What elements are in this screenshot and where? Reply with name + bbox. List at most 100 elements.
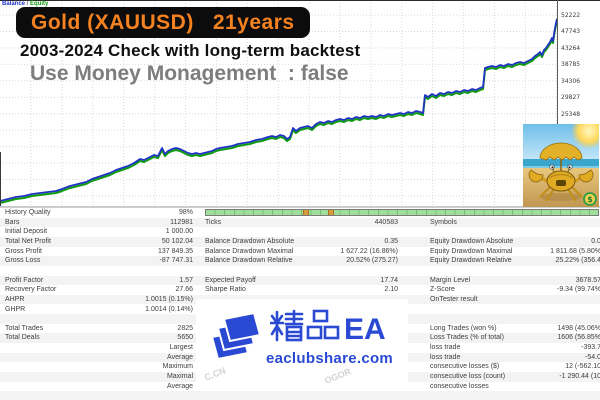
stat-label: Total Trades [5,324,44,332]
table-row: Profit Factor 1.57 Expected Payoff 17.74 Mar… [0,275,600,286]
stat-value: 1.0015 (0.15%) [145,295,193,303]
stat-label: Equity Drawdown Maximal [430,247,513,255]
golden-crab [528,142,594,202]
stat-value: 137 849.35 [157,247,193,255]
y-axis-label: 34306 [561,78,581,85]
table-row: Total Net Profit 50 102.04 Balance Drawdow… [0,236,600,247]
stat-value: -54.0 [585,353,600,361]
stat-value: 25.22% (356.4 [555,257,600,265]
stat-value: 12 (-562.10 [565,363,600,371]
watermark-brand-latin: EA [344,313,386,346]
stat-value: 440583 [374,218,398,226]
stat-label: Loss Trades (% of total) [430,334,504,342]
stat-value: 2.10 [384,286,398,294]
table-row: Initial Deposit 1 000.00 [0,227,600,237]
y-axis-label: 43264 [561,45,581,52]
quality-warning-segment [303,210,309,215]
stat-value: Maximum [162,363,193,371]
stat-value: 50 102.04 [161,237,193,245]
stat-label: Margin Level [430,276,471,284]
table-row [0,266,600,276]
stat-label: Gross Loss [5,257,41,265]
stat-label: Equity Drawdown Absolute [430,237,514,245]
stat-label: Ticks [205,218,222,226]
stat-value: 2825 [177,324,193,332]
crab-beach-image: $ [523,124,599,207]
stat-label: Bars [5,218,20,226]
stat-label: Expected Payoff [205,276,256,284]
stat-label: AHPR [5,295,25,303]
stat-value: 0.0 [591,237,600,245]
stat-label: consecutive loss (count) [430,373,506,381]
table-row: Average consecutive losses [0,382,600,392]
money-management-note: Use Money Monagement : false [30,62,349,85]
stat-value: 20.52% (275.27) [346,257,398,265]
stat-value: Largest [169,344,193,352]
stat-value: -1 290.44 (10 [559,373,600,381]
stat-label: History Quality [5,209,51,216]
stat-value: 0.35 [384,237,398,245]
table-row: Gross Loss -87 747.31 Balance Drawdown Rel… [0,256,600,266]
stat-label: loss trade [430,344,461,352]
stat-label: GHPR [5,305,26,313]
stat-label: Symbols [430,218,457,226]
table-row: Gross Profit 137 849.35 Balance Drawdown M… [0,247,600,257]
stat-value: 1 000.00 [165,228,193,236]
stat-value: 1498 (45.06% [557,324,600,332]
table-row: History Quality 98% [0,208,600,218]
watermark-site-text: eaclubshare.com [266,350,394,367]
stat-value: -87 747.31 [159,257,193,265]
stat-value: 1.57 [179,276,193,284]
stat-label: Total Deals [5,334,40,342]
stat-label: Gross Profit [5,247,42,255]
stat-value: 5650 [177,334,193,342]
stat-label: consecutive losses [430,382,489,390]
balance-line [0,18,558,202]
table-row: GHPR 1.0014 (0.14%) [0,305,600,315]
stat-value: Average [167,353,193,361]
y-axis-label: 38785 [561,61,581,68]
stat-value: Maximal [166,373,193,381]
stat-value: Average [167,382,193,390]
stat-value: 112981 [170,218,193,226]
stat-label: Balance Drawdown Maximal [205,247,294,255]
legend-balance: Balance [2,1,26,7]
table-row: Bars 112981 Ticks 440583 Symbols [0,217,600,228]
legend-separator: / [25,1,31,7]
watermark-faint-fragment: C.CN [202,365,228,383]
stat-label: Profit Factor [5,276,44,284]
stat-label: consecutive losses ($) [430,363,500,371]
table-row [0,391,600,400]
stat-label: Equity Drawdown Relative [430,257,512,265]
quality-warning-segment [328,210,334,215]
y-axis-label: 52222 [561,12,581,19]
watermark-faint-fragment: OGOR [323,366,353,386]
sun-icon [571,124,599,149]
stat-label: OnTester result [430,295,478,303]
dollar-badge [583,192,597,206]
stat-label: Z-Score [430,286,455,294]
stat-label: Long Trades (won %) [430,324,497,332]
stat-label: Balance Drawdown Absolute [205,237,295,245]
dollar-sign: $ [587,195,593,204]
table-row: Recovery Factor 27.66 Sharpe Ratio 2.10 Z-Sc… [0,285,600,295]
backtest-subtitle: 2003-2024 Check with long-term backtest [20,41,361,60]
y-axis-label: 29827 [561,94,581,101]
stat-value: -393.7 [581,344,600,352]
history-quality-bar [205,209,599,216]
table-row: Total Trades 2825 Long Trades (won %) 1498 … [0,324,600,334]
stat-label: Sharpe Ratio [205,286,246,294]
stat-value: 1.0014 (0.14%) [145,305,193,313]
stat-value: 98% [178,209,193,216]
stat-value: 1606 (56.85% [557,334,600,342]
stat-value: 27.66 [175,286,193,294]
stat-value: 3678.57 [575,276,600,284]
equity-line [0,20,558,204]
stat-value: 17.74 [380,276,398,284]
watermark-overlay: EA eaclubshare.com C.CN OGOR [196,299,408,389]
stat-label: loss trade [430,353,461,361]
stat-label: Total Net Profit [5,237,51,245]
stat-value: 1 627.22 (16.86%) [340,247,398,255]
watermark-logo-icon [210,311,262,361]
